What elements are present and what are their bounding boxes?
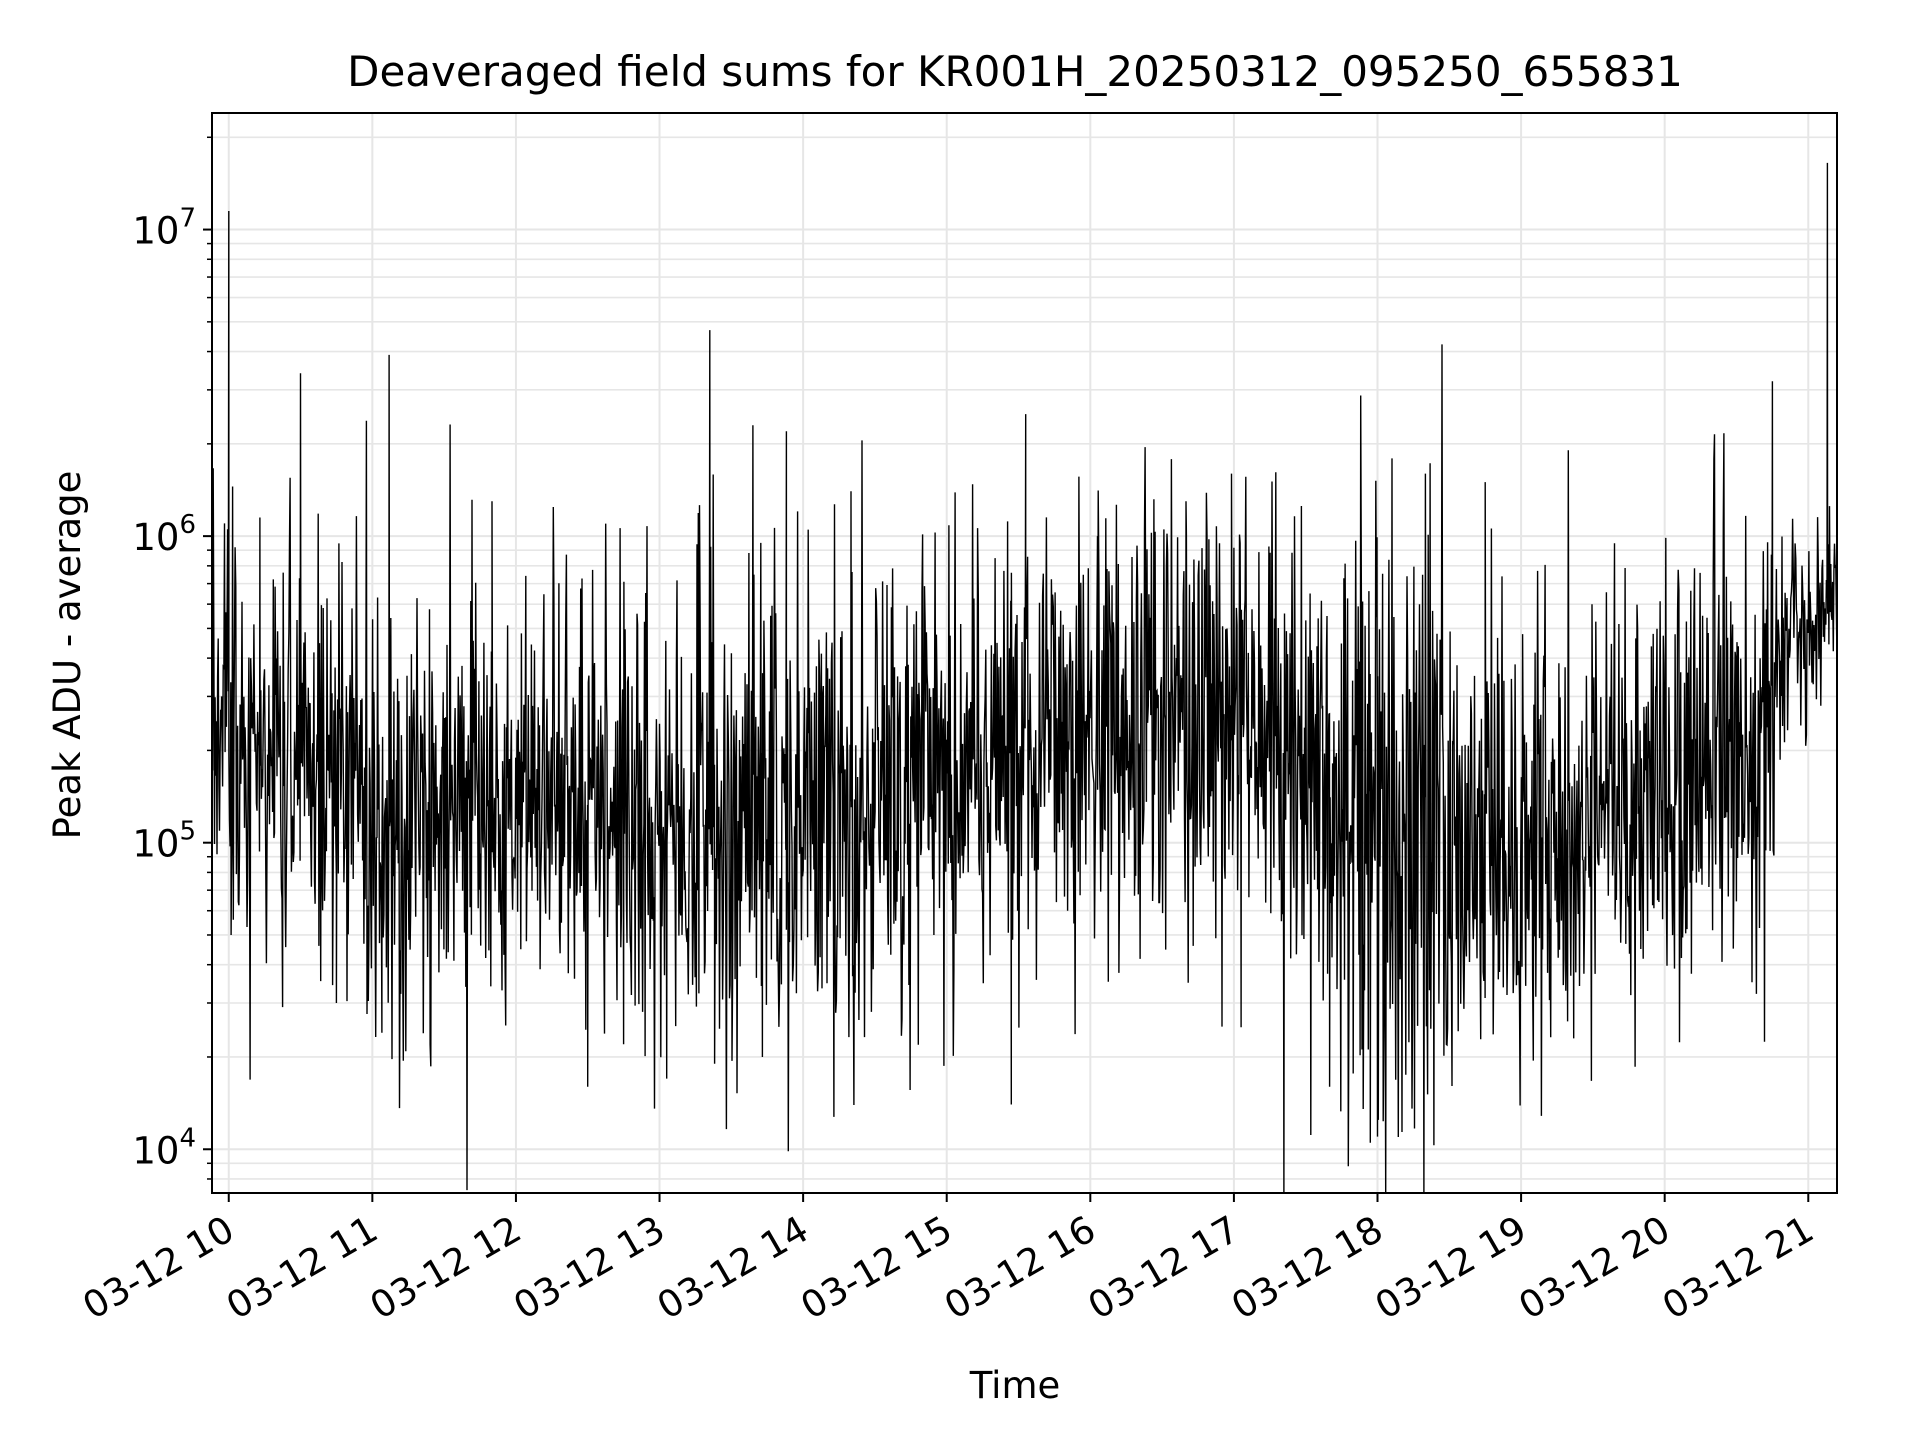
y-tick-label-exponent: 7	[179, 204, 196, 234]
plot-frame	[211, 112, 1838, 1194]
x-axis-label: Time	[969, 1364, 1061, 1407]
series-line	[212, 162, 1837, 1193]
y-tick-label-exponent: 4	[179, 1123, 196, 1153]
y-tick-label: 105	[132, 817, 196, 866]
y-axis-label: Peak ADU - average	[46, 471, 89, 840]
y-tick-label: 104	[132, 1123, 196, 1172]
series-layer	[212, 162, 1837, 1193]
y-tick-label-base: 10	[132, 1129, 179, 1172]
y-tick-label-exponent: 5	[179, 817, 196, 847]
y-tick-label-base: 10	[132, 823, 179, 866]
y-tick-label-base: 10	[132, 516, 179, 559]
y-tick-label: 107	[132, 204, 196, 253]
y-tick-label-exponent: 6	[179, 510, 196, 540]
y-tick-label: 106	[132, 510, 196, 559]
y-tick-label-base: 10	[132, 210, 179, 253]
chart-title: Deaveraged field sums for KR001H_2025031…	[347, 47, 1683, 96]
